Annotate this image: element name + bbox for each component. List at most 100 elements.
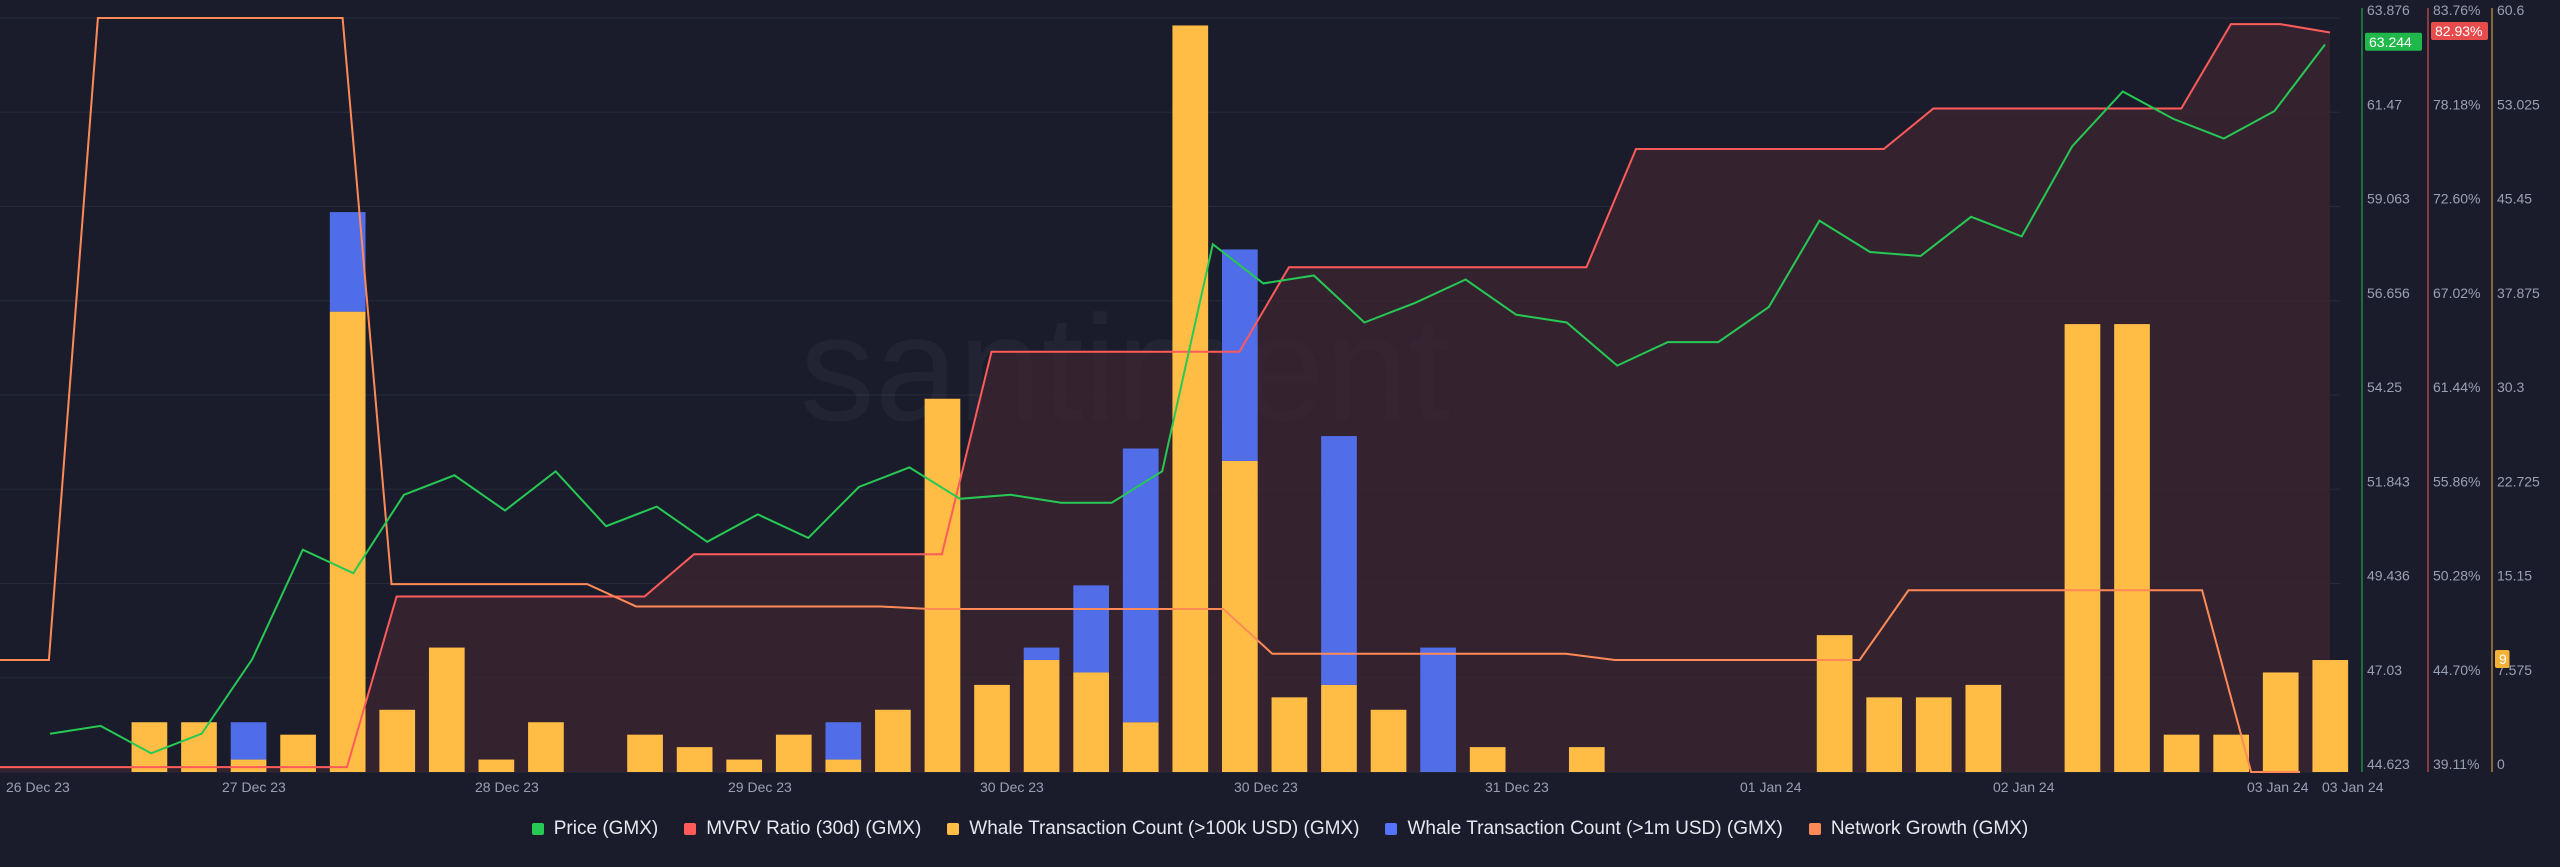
whale-100k-bar	[1866, 697, 1903, 772]
axis-tick-label: 83.76%	[2433, 2, 2480, 18]
axis-tick-label: 56.656	[2367, 285, 2410, 301]
whale-bars[interactable]	[131, 25, 2349, 773]
legend-label: MVRV Ratio (30d) (GMX)	[706, 818, 922, 839]
whale-100k-bar	[478, 759, 515, 772]
current-value-label: 9	[2499, 651, 2507, 667]
mvrv-line	[0, 23, 2331, 769]
axis-tick-label: 78.18%	[2433, 96, 2480, 112]
axis-tick-label: 15.15	[2497, 568, 2532, 584]
x-tick-label: 03 Jan 24	[2247, 779, 2309, 795]
whale-1m-bar	[1222, 249, 1258, 461]
axis-tick-label: 72.60%	[2433, 191, 2480, 207]
whale-100k-bar	[775, 734, 812, 772]
legend-label: Whale Transaction Count (>1m USD) (GMX)	[1407, 818, 1783, 839]
whale-100k-bar	[924, 398, 961, 772]
axis-tick-label: 61.44%	[2433, 379, 2480, 395]
whale-1m-bar	[1023, 647, 1060, 661]
x-tick-label: 31 Dec 23	[1485, 779, 1549, 795]
whale-100k-bar	[2312, 660, 2349, 772]
whale-1m-swatch-icon	[1385, 823, 1398, 835]
whale-1m-bar	[1073, 585, 1109, 673]
legend-item-price[interactable]: Price (GMX)	[531, 818, 659, 840]
current-value-label: 63.244	[2369, 34, 2412, 50]
whale-1m-bar	[329, 212, 366, 312]
axis-tick-label: 0	[2497, 756, 2505, 772]
whale-100k-bar	[1370, 709, 1407, 772]
whale-100k-bar	[627, 734, 663, 772]
whale-100k-swatch-icon	[947, 823, 960, 835]
current-value-label: 82.93%	[2435, 23, 2482, 39]
whale-100k-bar	[1321, 684, 1357, 772]
axis-tick-label: 60.6	[2497, 2, 2524, 18]
whale-100k-bar	[974, 684, 1010, 772]
axis-tick-label: 51.843	[2367, 473, 2410, 489]
whale-100k-bar	[2262, 672, 2299, 772]
network-growth-swatch-icon	[1808, 823, 1821, 835]
whale-1m-bar	[230, 722, 267, 760]
axis-tick-label: 55.86%	[2433, 473, 2480, 489]
whale-100k-bar	[1023, 660, 1060, 772]
axis-tick-label: 67.02%	[2433, 285, 2480, 301]
whale-100k-bar	[181, 722, 217, 772]
whale-1m-bar	[1122, 448, 1159, 723]
chart-canvas: santiment 63.87661.4759.06356.65654.2551…	[0, 2, 2540, 795]
axes: 63.876 61.47 59.063 56.656 54.25 51.843 49.436…	[2361, 2, 2540, 772]
whale-100k-bar	[1271, 697, 1308, 772]
axis-tick-label: 37.875	[2497, 285, 2540, 301]
whale-1m-bar	[825, 722, 862, 760]
x-tick-label: 26 Dec 23	[6, 779, 70, 795]
price-swatch-icon	[531, 823, 544, 835]
whale-100k-bar	[726, 759, 763, 772]
whale-100k-bar	[1568, 747, 1605, 772]
legend-label: Network Growth (GMX)	[1830, 818, 2029, 839]
x-tick-label: 01 Jan 24	[1740, 779, 1802, 795]
current-value-badge	[2495, 650, 2510, 669]
whale-100k-bar	[1816, 635, 1853, 772]
axis-tick-label: 63.876	[2367, 2, 2410, 18]
whale-100k-bar	[131, 722, 168, 772]
whale-100k-bar	[230, 759, 267, 772]
whale-100k-bar	[2163, 734, 2200, 772]
axis-tick-label: 50.28%	[2433, 568, 2480, 584]
whale-100k-bar	[2114, 324, 2150, 772]
legend-label: Price (GMX)	[553, 818, 659, 839]
x-tick-label: 28 Dec 23	[475, 779, 539, 795]
whale-100k-bar	[1073, 672, 1109, 772]
whale-100k-bar	[1965, 684, 2002, 772]
legend: Price (GMX) MVRV Ratio (30d) (GMX) Whale…	[0, 818, 2560, 840]
legend-item-whale-1m[interactable]: Whale Transaction Count (>1m USD) (GMX)	[1385, 818, 1783, 840]
whale-100k-bar	[528, 722, 564, 772]
x-tick-label: 27 Dec 23	[222, 779, 286, 795]
whale-100k-bar	[329, 311, 366, 772]
axis-tick-label: 59.063	[2367, 191, 2410, 207]
whale-100k-bar	[280, 734, 316, 772]
whale-100k-bar	[428, 647, 465, 772]
x-axis: 26 Dec 23 27 Dec 23 28 Dec 23 29 Dec 23 30 D…	[6, 779, 2384, 795]
x-tick-label: 02 Jan 24	[1993, 779, 2055, 795]
axis-tick-label: 45.45	[2497, 191, 2532, 207]
whale-100k-bar	[1469, 747, 1506, 772]
whale-100k-bar	[1122, 722, 1159, 772]
whale-100k-bar	[2213, 734, 2249, 772]
whale-100k-bar	[1915, 697, 1952, 772]
axis-tick-label: 61.47	[2367, 96, 2402, 112]
legend-label: Whale Transaction Count (>100k USD) (GMX…	[969, 818, 1360, 839]
axis-tick-label: 22.725	[2497, 473, 2540, 489]
whale-1m-bar	[1321, 436, 1357, 685]
whale-100k-bar	[2064, 324, 2101, 772]
axis-tick-label: 30.3	[2497, 379, 2524, 395]
mvrv-fill	[0, 24, 2330, 773]
x-tick-label: 29 Dec 23	[728, 779, 792, 795]
x-tick-label: 30 Dec 23	[1234, 779, 1298, 795]
legend-item-network-growth[interactable]: Network Growth (GMX)	[1808, 818, 2029, 840]
axis-tick-label: 44.623	[2367, 756, 2410, 772]
axis-tick-label: 44.70%	[2433, 662, 2480, 678]
whale-100k-bar	[875, 709, 911, 772]
network-growth-line	[0, 17, 2300, 773]
whale-100k-bar	[825, 759, 862, 772]
legend-item-whale-100k[interactable]: Whale Transaction Count (>100k USD) (GMX…	[947, 818, 1359, 840]
whale-100k-bar	[676, 747, 713, 772]
x-tick-label: 30 Dec 23	[980, 779, 1044, 795]
legend-item-mvrv[interactable]: MVRV Ratio (30d) (GMX)	[684, 818, 921, 840]
whale-1m-bar	[1420, 647, 1456, 772]
